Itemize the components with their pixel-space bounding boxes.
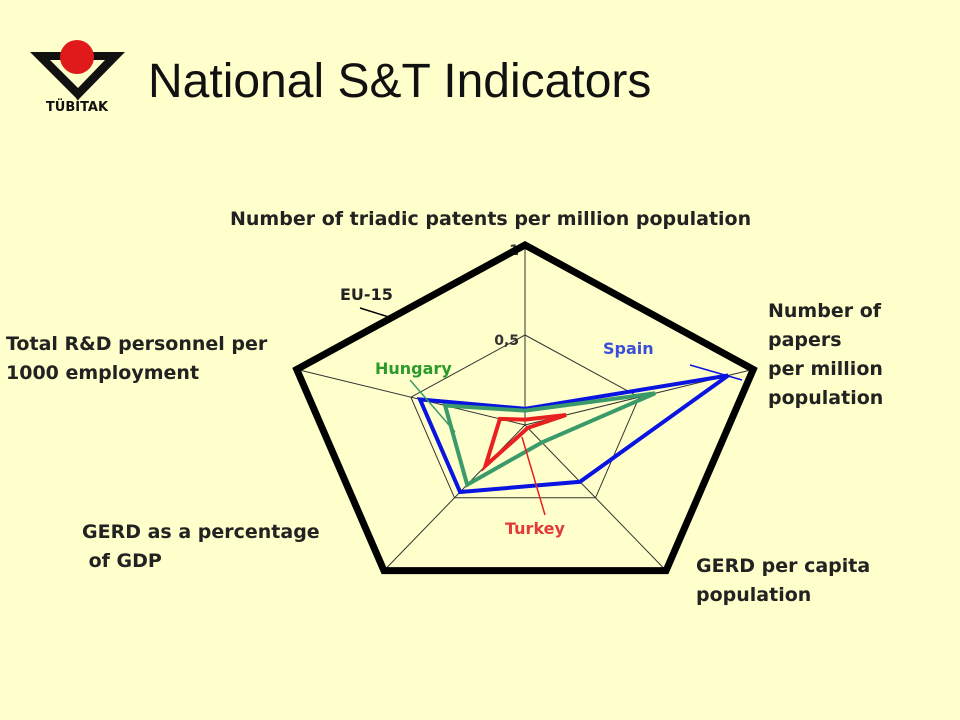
logo-text: TÜBİTAK — [46, 99, 109, 115]
axis-label: Number of — [768, 300, 882, 322]
leader-line — [359, 307, 393, 319]
series-label: Turkey — [505, 519, 566, 538]
series-line — [442, 391, 656, 488]
axis-label: 1000 employment — [6, 362, 199, 384]
series-line — [481, 413, 567, 473]
r-tick-label: 0,5 — [494, 333, 519, 349]
leader-line — [521, 436, 546, 516]
series-label: Spain — [603, 339, 654, 358]
axis-label: papers — [768, 329, 842, 351]
series-line — [292, 241, 758, 575]
logo: TÜBİTAK — [30, 40, 125, 115]
axis-label: GERD per capita — [696, 555, 870, 577]
grid-ring — [410, 334, 640, 499]
axis-label: Total R&D personnel per — [6, 333, 268, 355]
chart-title: National S&T Indicators — [148, 55, 651, 108]
series-label: Hungary — [375, 359, 452, 378]
axis-label: per million — [768, 358, 883, 380]
logo-circle — [60, 40, 94, 74]
axis-label: of GDP — [82, 550, 162, 572]
axis-label: population — [768, 387, 883, 409]
axis-label: Number of triadic patents per million po… — [230, 208, 751, 230]
series-label: EU-15 — [340, 285, 393, 304]
leader-line — [689, 364, 743, 381]
axis-label: GERD as a percentage — [82, 521, 320, 543]
axis-label: population — [696, 584, 811, 606]
leader-line — [409, 379, 456, 433]
series-line — [416, 373, 730, 495]
